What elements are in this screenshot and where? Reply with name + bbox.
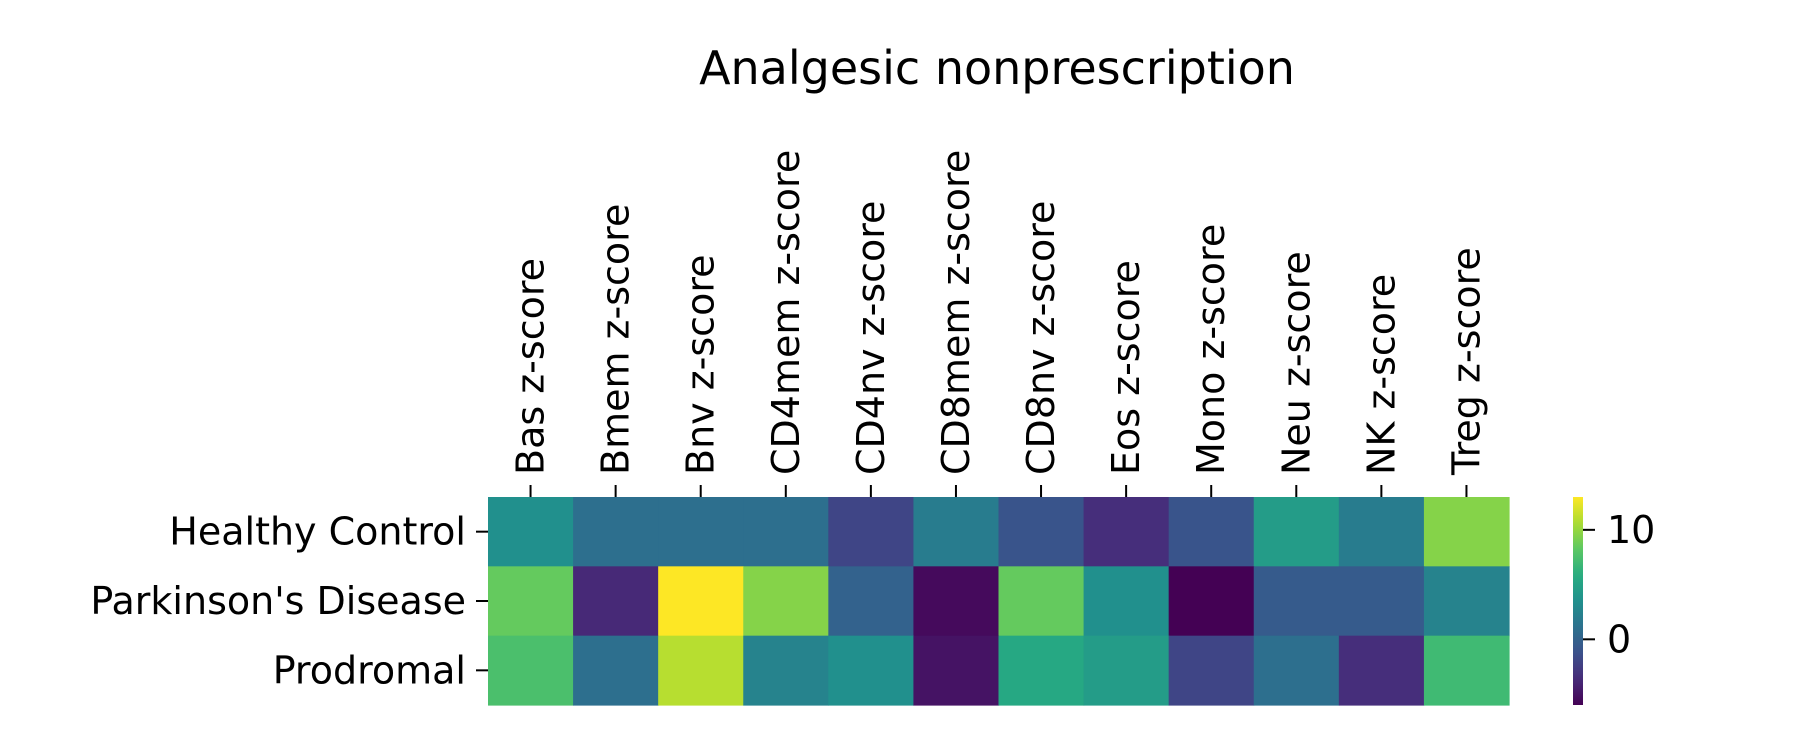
row-tick-label: Parkinson's Disease: [90, 579, 466, 623]
heatmap-cell: [1338, 566, 1425, 637]
heatmap-cells: [488, 497, 1510, 706]
row-tick-label: Prodromal: [273, 648, 466, 692]
heatmap-cell: [1423, 566, 1510, 637]
heatmap-cell: [1338, 497, 1425, 567]
heatmap-cell: [743, 497, 829, 567]
column-tick-label: CD4nv z-score: [849, 201, 893, 475]
heatmap-cell: [828, 497, 915, 567]
heatmap-cell: [1253, 566, 1340, 637]
column-tick-label: Treg z-score: [1445, 247, 1489, 476]
heatmap-cell: [573, 497, 659, 567]
heatmap-cell: [658, 497, 744, 567]
heatmap-cell: [1253, 635, 1340, 706]
column-tick-label: Eos z-score: [1104, 260, 1148, 475]
heatmap-cell: [658, 566, 744, 637]
heatmap-cell: [1083, 566, 1170, 637]
heatmap-cell: [573, 635, 659, 706]
heatmap-cell: [998, 497, 1085, 567]
heatmap-cell: [1168, 635, 1255, 706]
column-tick-labels: Bas z-score Bmem z-score Bnv z-score CD4mem…: [509, 150, 1489, 497]
row-tick-labels: Healthy Control Parkinson's Disease Prodro…: [90, 510, 488, 692]
heatmap-cell: [913, 635, 1000, 706]
column-tick-label: Mono z-score: [1189, 224, 1233, 475]
column-tick-label: Bnv z-score: [679, 255, 723, 476]
heatmap-cell: [913, 566, 1000, 637]
chart-title: Analgesic nonprescription: [699, 41, 1295, 95]
heatmap-cell: [658, 635, 744, 706]
column-tick-label: CD4mem z-score: [764, 150, 808, 475]
heatmap-cell: [1083, 635, 1170, 706]
colorbar-tick-label: 10: [1607, 508, 1655, 552]
heatmap-cell: [1168, 497, 1255, 567]
heatmap-cell: [1423, 497, 1510, 567]
heatmap-cell: [743, 635, 829, 706]
column-tick-label: CD8mem z-score: [934, 150, 978, 475]
heatmap-cell: [998, 566, 1085, 637]
heatmap-cell: [1083, 497, 1170, 567]
heatmap-cell: [828, 635, 915, 706]
heatmap-cell: [488, 566, 574, 637]
colorbar: 0 10: [1573, 497, 1655, 705]
row-tick-label: Healthy Control: [169, 510, 466, 554]
column-tick-label: Neu z-score: [1274, 251, 1318, 475]
heatmap-cell: [828, 566, 915, 637]
heatmap-cell: [1168, 566, 1255, 637]
heatmap-cell: [1423, 635, 1510, 706]
column-tick-label: NK z-score: [1359, 274, 1403, 475]
colorbar-tick-label: 0: [1607, 617, 1631, 661]
heatmap-cell: [488, 497, 574, 567]
column-tick-label: Bas z-score: [509, 258, 553, 475]
colorbar-gradient: [1573, 497, 1583, 705]
heatmap-cell: [1338, 635, 1425, 706]
heatmap-cell: [1253, 497, 1340, 567]
heatmap-cell: [998, 635, 1085, 706]
heatmap-cell: [913, 497, 1000, 567]
column-tick-label: CD8nv z-score: [1019, 201, 1063, 475]
column-tick-label: Bmem z-score: [594, 204, 638, 475]
heatmap-cell: [488, 635, 574, 706]
heatmap-cell: [743, 566, 829, 637]
heatmap-cell: [573, 566, 659, 637]
